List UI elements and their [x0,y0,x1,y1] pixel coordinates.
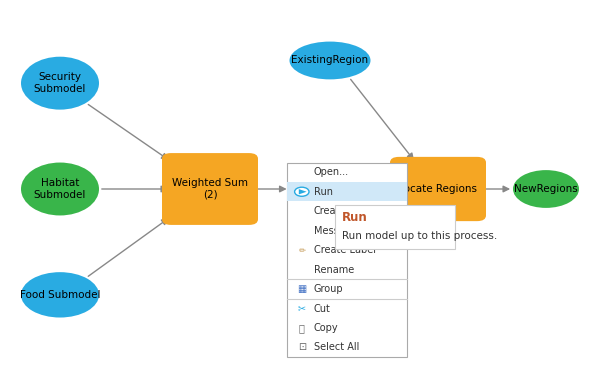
Text: Final Suitability: Final Suitability [290,184,370,194]
Text: Security
Submodel: Security Submodel [34,72,86,94]
Text: Cut: Cut [314,304,331,313]
FancyBboxPatch shape [390,157,486,221]
Ellipse shape [513,170,579,208]
Text: Copy: Copy [314,323,338,333]
Ellipse shape [290,42,371,79]
Text: Create...: Create... [314,206,355,216]
Text: Messa...: Messa... [314,226,353,235]
FancyBboxPatch shape [287,163,407,357]
Ellipse shape [21,272,99,318]
FancyBboxPatch shape [335,205,455,249]
Text: ExistingRegion: ExistingRegion [292,56,368,65]
Text: Habitat
Submodel: Habitat Submodel [34,178,86,200]
Text: ⊡: ⊡ [298,342,306,352]
Text: Create Label: Create Label [314,245,376,255]
Text: Food Submodel: Food Submodel [20,290,100,300]
Text: Locate Regions: Locate Regions [398,184,478,194]
Text: ✂: ✂ [298,304,306,313]
Text: Rename: Rename [314,265,354,274]
Text: Run: Run [314,187,333,197]
Text: Run model up to this process.: Run model up to this process. [342,231,497,241]
Text: ✏: ✏ [298,246,305,255]
Text: ▦: ▦ [297,284,307,294]
Text: Group: Group [314,284,343,294]
Text: NewRegions: NewRegions [514,184,578,194]
Ellipse shape [21,57,99,110]
Polygon shape [299,189,307,194]
Text: Weighted Sum
(2): Weighted Sum (2) [172,178,248,200]
FancyBboxPatch shape [162,153,258,225]
Ellipse shape [21,163,99,215]
FancyBboxPatch shape [287,182,407,201]
Text: Open...: Open... [314,167,349,177]
Text: ⧉: ⧉ [299,323,305,333]
Ellipse shape [290,166,371,212]
Circle shape [295,187,309,196]
Text: Run: Run [342,211,368,224]
Text: Select All: Select All [314,342,359,352]
